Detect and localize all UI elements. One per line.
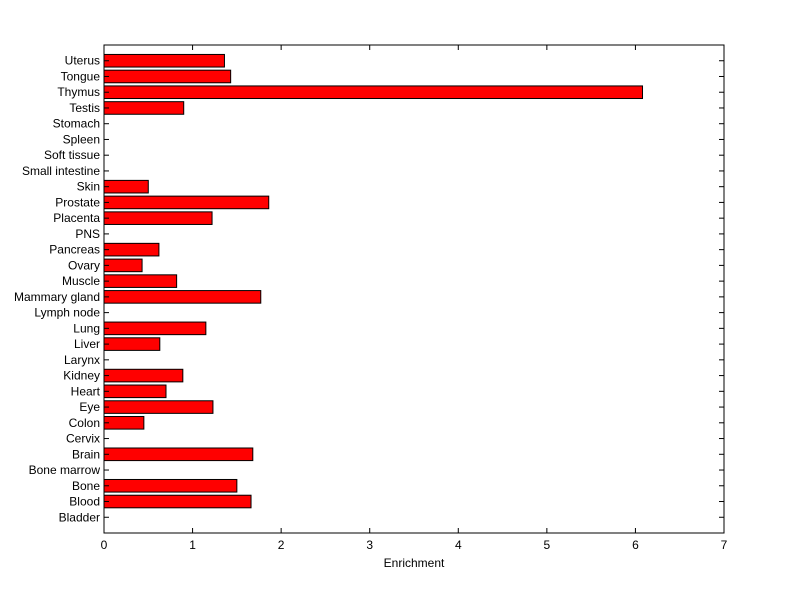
y-tick-label: Blood (69, 495, 100, 509)
y-tick-label: Lymph node (34, 306, 100, 320)
x-tick-label: 1 (189, 538, 196, 552)
y-tick-label: Thymus (57, 85, 100, 99)
bar-placenta (103, 211, 213, 225)
y-tick-label: Prostate (55, 195, 100, 209)
bar-kidney (103, 368, 184, 383)
y-tick-label: Brain (72, 447, 100, 461)
y-tick-label: Bone marrow (29, 463, 101, 477)
x-tick-label: 4 (455, 538, 462, 552)
y-tick-label: Soft tissue (44, 148, 100, 162)
bar-muscle (103, 274, 178, 288)
x-tick-labels: 0 1 2 3 4 5 6 7 (101, 538, 728, 552)
y-tick-label: Liver (74, 337, 100, 351)
y-tick-label: Spleen (63, 132, 100, 146)
bar-uterus (103, 53, 225, 68)
bar-liver (103, 337, 161, 351)
y-tick-label: Tongue (61, 69, 101, 83)
bar-brain (103, 447, 254, 462)
y-tick-label: Larynx (64, 353, 100, 367)
bar-skin (103, 179, 149, 194)
y-tick-label: Kidney (63, 369, 100, 383)
y-tick-label: Lung (73, 321, 100, 335)
y-tick-label: Colon (69, 416, 100, 430)
bar-blood (103, 494, 252, 509)
x-tick-label: 5 (544, 538, 551, 552)
bar-pancreas (103, 242, 160, 257)
bar-mammary-gland (103, 290, 262, 304)
bar-heart (103, 384, 167, 399)
bar-eye (103, 400, 214, 414)
bar-colon (103, 416, 145, 430)
y-tick-label: Uterus (65, 54, 100, 68)
bar-bone (103, 478, 238, 493)
x-tick-label: 0 (101, 538, 108, 552)
y-tick-label: Cervix (66, 432, 100, 446)
y-tick-label: PNS (75, 227, 100, 241)
y-tick-label: Muscle (62, 274, 100, 288)
bar-testis (103, 101, 185, 115)
y-tick-label: Mammary gland (14, 290, 100, 304)
y-tick-label: Bone (72, 479, 100, 493)
y-tick-label: Small intestine (22, 164, 100, 178)
bar-ovary (103, 258, 143, 273)
x-axis-label: Enrichment (384, 556, 445, 570)
bar-tongue (103, 69, 232, 84)
y-tick-label: Bladder (59, 510, 100, 524)
y-tick-label: Placenta (53, 211, 100, 225)
y-tick-label: Stomach (53, 117, 100, 131)
bar-thymus (103, 85, 644, 100)
y-tick-label: Testis (69, 101, 100, 115)
plot-frame (103, 44, 725, 534)
y-tick-label: Skin (77, 180, 100, 194)
y-tick-label: Pancreas (49, 243, 100, 257)
y-tick-label: Eye (79, 400, 100, 414)
bar-prostate (103, 195, 270, 210)
y-tick-label: Heart (71, 384, 101, 398)
x-tick-label: 2 (278, 538, 285, 552)
x-tick-label: 3 (366, 538, 373, 552)
y-tick-label: Ovary (68, 258, 100, 272)
x-tick-label: 7 (721, 538, 728, 552)
bar-lung (103, 321, 207, 336)
x-tick-label: 6 (632, 538, 639, 552)
